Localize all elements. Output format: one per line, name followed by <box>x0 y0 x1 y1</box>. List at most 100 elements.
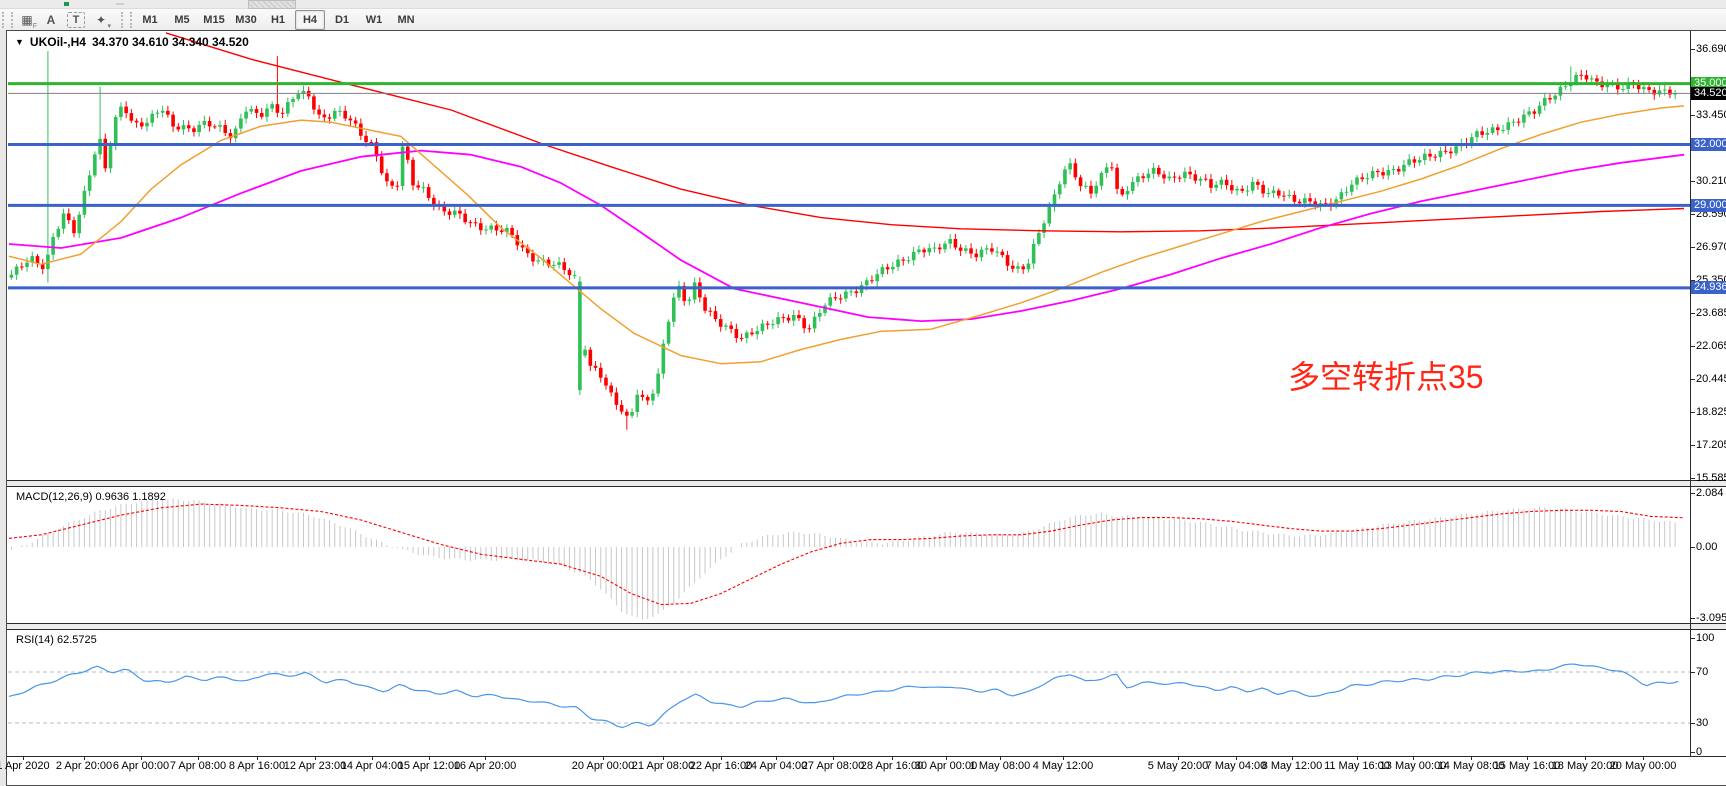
price-tick <box>1690 246 1695 248</box>
toolbar-grip[interactable] <box>121 11 132 28</box>
time-tick <box>663 756 664 760</box>
macd-tick <box>1690 493 1695 494</box>
cursor-mode-button[interactable]: ✦ ▾ <box>90 10 112 30</box>
time-axis-label: 15 Apr 12:00 <box>397 760 461 772</box>
grid-f-button[interactable]: ▦ F <box>16 10 38 30</box>
macd-label: MACD(12,26,9) 0.9636 1.1892 <box>16 491 166 503</box>
tab-timeframe-M1[interactable]: M1 <box>142 13 158 26</box>
price-tick-label: 20.445 <box>1696 373 1726 386</box>
tab-timeframe-H1[interactable]: H1 <box>270 13 286 26</box>
price-tick <box>1690 444 1695 446</box>
toolbar-fragment <box>248 0 296 9</box>
time-axis-label: 4 May 12:00 <box>1032 760 1094 772</box>
time-axis-label: 20 Apr 00:00 <box>571 760 635 772</box>
rsi-indicator-chart[interactable] <box>8 630 1690 756</box>
price-badge-24.936: 24.936 <box>1691 281 1726 295</box>
text-a-button[interactable]: A <box>40 10 62 30</box>
price-tick-label: 23.685 <box>1696 307 1726 320</box>
chart-toolbar: ▦ F A T ✦ ▾ M1 M5 M15 M30 H1 H4 D1 W1 MN <box>0 9 1726 30</box>
rsi-tick <box>1690 723 1695 724</box>
price-tick <box>1690 411 1695 413</box>
time-axis-label: 14 May 08:00 <box>1437 760 1505 772</box>
time-axis-label: 24 Apr 04:00 <box>744 760 808 772</box>
tab-timeframe-W1[interactable]: W1 <box>365 13 383 26</box>
tab-timeframe-M15[interactable]: M15 <box>203 13 225 26</box>
price-tick-label: 36.690 <box>1696 43 1726 56</box>
chart-window[interactable]: ▼ UKOil-,H4 34.370 34.610 34.340 34.520 … <box>0 30 1726 786</box>
rsi-tick-label: 70 <box>1696 666 1709 678</box>
toolbar-fragment <box>116 3 124 5</box>
time-tick <box>776 756 777 760</box>
time-axis-label: 1 May 08:00 <box>969 760 1031 772</box>
time-tick <box>1357 756 1358 760</box>
time-axis-label: 2 Apr 20:00 <box>55 760 113 772</box>
macd-tick <box>1690 618 1695 619</box>
time-axis-label: 7 May 04:00 <box>1205 760 1267 772</box>
price-tick <box>1690 379 1695 381</box>
macd-tick-label: -3.0957 <box>1696 612 1726 624</box>
grid-f-icon-sub: F <box>32 22 37 30</box>
time-axis-label: 18 May 20:00 <box>1551 760 1619 772</box>
text-a-icon: A <box>46 12 56 27</box>
price-tick <box>1690 49 1695 51</box>
time-tick <box>23 756 24 760</box>
time-axis-label: 28 Apr 16:00 <box>860 760 924 772</box>
tab-timeframe-MN[interactable]: MN <box>397 13 415 26</box>
panel-splitter[interactable] <box>7 480 1726 487</box>
tab-timeframe-M30[interactable]: M30 <box>235 13 257 26</box>
cursor-mode-icon-sub: ▾ <box>107 22 111 30</box>
text-box-button[interactable]: T <box>67 11 85 28</box>
time-tick <box>315 756 316 760</box>
time-axis-label: 5 May 20:00 <box>1147 760 1209 772</box>
cursor-mode-icon: ✦ <box>95 12 107 27</box>
toolbar-fragment <box>64 2 69 6</box>
macd-indicator-chart[interactable] <box>8 487 1690 623</box>
time-tick <box>833 756 834 760</box>
time-axis-label: 21 Apr 08:00 <box>631 760 695 772</box>
time-axis-label: 11 May 16:00 <box>1324 760 1390 772</box>
rsi-tick-label: 30 <box>1696 717 1709 729</box>
time-axis-label: 30 Apr 00:00 <box>914 760 978 772</box>
time-tick <box>198 756 199 760</box>
time-tick <box>1178 756 1179 760</box>
time-tick <box>257 756 258 760</box>
price-tick <box>1690 115 1695 117</box>
time-axis-line <box>7 756 1726 757</box>
time-axis-label: 22 Apr 16:00 <box>689 760 753 772</box>
time-tick <box>1471 756 1472 760</box>
time-axis-label: 20 May 00:00 <box>1609 760 1677 772</box>
time-tick <box>372 756 373 760</box>
main-price-chart[interactable] <box>8 32 1690 480</box>
time-tick <box>1063 756 1064 760</box>
time-tick <box>1643 756 1644 760</box>
toolbar-grip[interactable] <box>2 11 13 28</box>
panel-splitter[interactable] <box>7 623 1726 630</box>
macd-tick <box>1690 547 1695 548</box>
time-axis-label: 8 Apr 16:00 <box>228 760 286 772</box>
rsi-tick-label: 0 <box>1696 746 1703 758</box>
price-tick <box>1690 180 1695 182</box>
chart-quick-nav-icon[interactable]: ▼ <box>15 37 24 47</box>
time-tick <box>1000 756 1001 760</box>
tab-timeframe-H4[interactable]: H4 <box>295 9 325 30</box>
time-tick <box>603 756 604 760</box>
time-axis-label: 8 May 12:00 <box>1261 760 1323 772</box>
time-axis-label: 1 Apr 2020 <box>0 760 50 772</box>
time-tick <box>429 756 430 760</box>
grid-f-icon: ▦ <box>21 12 33 27</box>
tab-timeframe-M5[interactable]: M5 <box>174 13 190 26</box>
price-tick-label: 30.210 <box>1696 174 1726 187</box>
price-badge-32.000: 32.000 <box>1691 138 1726 151</box>
time-tick <box>946 756 947 760</box>
price-tick <box>1690 313 1695 315</box>
price-tick <box>1690 477 1695 479</box>
macd-tick-label: 0.00 <box>1696 541 1718 553</box>
time-tick <box>1292 756 1293 760</box>
top-toolbar-remnant <box>0 0 1726 9</box>
time-tick <box>141 756 142 760</box>
rsi-tick-label: 100 <box>1696 632 1715 644</box>
time-axis-label: 16 Apr 20:00 <box>453 760 517 772</box>
tab-timeframe-D1[interactable]: D1 <box>334 13 350 26</box>
rsi-tick <box>1690 752 1695 753</box>
